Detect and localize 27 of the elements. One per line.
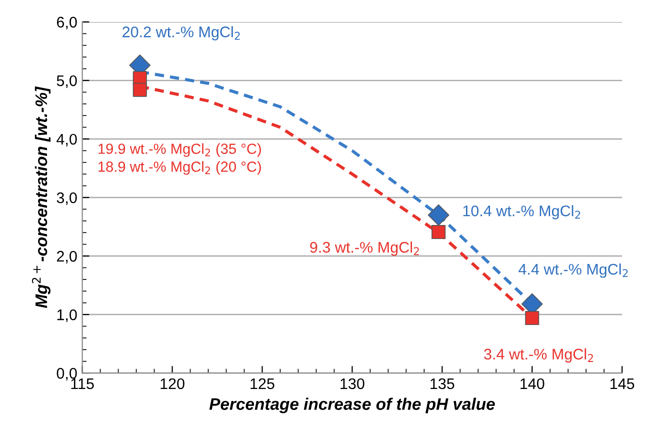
y-tick-label: 4,0 [56, 134, 77, 146]
point [428, 204, 450, 226]
y-tick-label: 2,0 [56, 250, 77, 264]
annotation: 10.4 wt.-% MgCl$_{2}$ [463, 205, 580, 220]
annotation: 4.4 wt.-% MgCl$_{2}$ [518, 263, 628, 278]
annotation: 3.4 wt.-% MgCl$_{2}$ [484, 348, 593, 363]
x-tick-label: 120 [160, 378, 184, 390]
x-tick-label: 140 [520, 378, 544, 390]
y-tick-label: 6,0 [56, 16, 77, 30]
y-tick-label: 1,0 [57, 309, 77, 322]
y-tick-label: 0,0 [56, 368, 77, 381]
x-tick-label: 135 [430, 378, 454, 390]
x-tick-label: 125 [250, 378, 274, 390]
point [132, 82, 147, 97]
point [525, 311, 540, 326]
annotation: 9.3 wt.-% MgCl$_{2}$ [310, 242, 419, 256]
annotation: 20.2 wt.-% MgCl$_{2}$ [122, 26, 240, 40]
x-tick-label: 145 [610, 378, 634, 390]
x-tick-label: 130 [340, 378, 364, 390]
y-tick-label: 5,0 [56, 75, 77, 88]
x-tick-label: 115 [71, 378, 94, 390]
x-axis-title: Percentage increase of the pH value [209, 398, 495, 414]
point [432, 225, 446, 240]
y-axis-title: Mg$^{2+}$-concentration [wt.-%] [32, 86, 50, 308]
annotation: 18.9 wt.-% MgCl$_{2}$ (20 °C) [98, 161, 261, 175]
annotation: 19.9 wt.-% MgCl$_{2}$ (35 °C) [98, 143, 261, 157]
y-tick-label: 3,0 [56, 192, 77, 205]
